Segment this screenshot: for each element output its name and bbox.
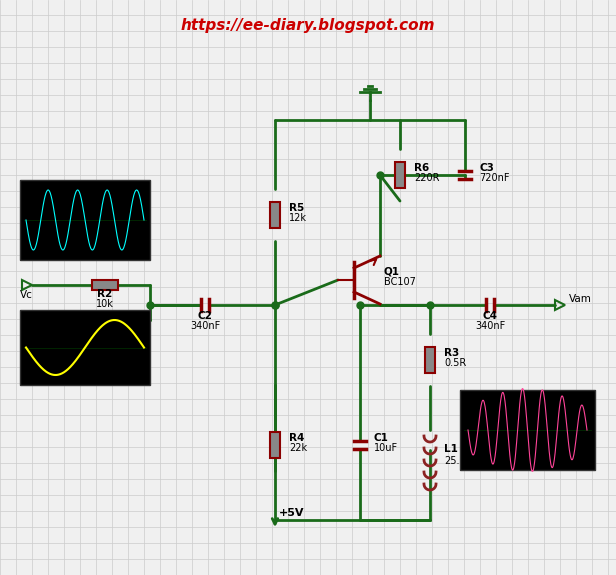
- Text: R6: R6: [414, 163, 429, 173]
- Bar: [92, 280, 118, 290]
- Text: R4: R4: [289, 433, 304, 443]
- Bar: [460, 390, 595, 470]
- Text: Q1: Q1: [384, 267, 400, 277]
- Text: 10uF: 10uF: [374, 443, 398, 453]
- Text: https://ee-diary.blogspot.com: https://ee-diary.blogspot.com: [180, 18, 436, 33]
- Text: BC107: BC107: [384, 277, 416, 287]
- Text: C2: C2: [198, 311, 213, 321]
- Text: 340nF: 340nF: [190, 321, 220, 331]
- Text: 22k: 22k: [289, 443, 307, 453]
- Bar: [20, 310, 150, 385]
- Text: L1: L1: [444, 444, 458, 454]
- Text: 720nF: 720nF: [479, 173, 509, 183]
- Text: 12k: 12k: [289, 213, 307, 223]
- Bar: [270, 202, 280, 228]
- Text: R1: R1: [97, 324, 113, 334]
- Text: 25.36uH: 25.36uH: [444, 456, 485, 466]
- Text: C3: C3: [479, 163, 494, 173]
- Text: C1: C1: [374, 433, 389, 443]
- Bar: [92, 315, 118, 325]
- Bar: [270, 432, 280, 458]
- Bar: [395, 162, 405, 188]
- Text: R5: R5: [289, 203, 304, 213]
- Text: 340nF: 340nF: [475, 321, 505, 331]
- Text: +5V: +5V: [279, 508, 304, 518]
- Bar: [20, 180, 150, 260]
- Text: Vc: Vc: [20, 290, 33, 300]
- Text: 0.5R: 0.5R: [444, 358, 466, 368]
- Bar: [425, 347, 435, 373]
- Text: 10k: 10k: [96, 299, 114, 309]
- Text: 220R: 220R: [414, 173, 439, 183]
- Text: Vam: Vam: [569, 294, 592, 304]
- Text: C4: C4: [482, 311, 498, 321]
- Text: 10k: 10k: [96, 334, 114, 344]
- Text: Vm: Vm: [20, 325, 37, 335]
- Text: R2: R2: [97, 289, 113, 299]
- Text: R3: R3: [444, 348, 460, 358]
